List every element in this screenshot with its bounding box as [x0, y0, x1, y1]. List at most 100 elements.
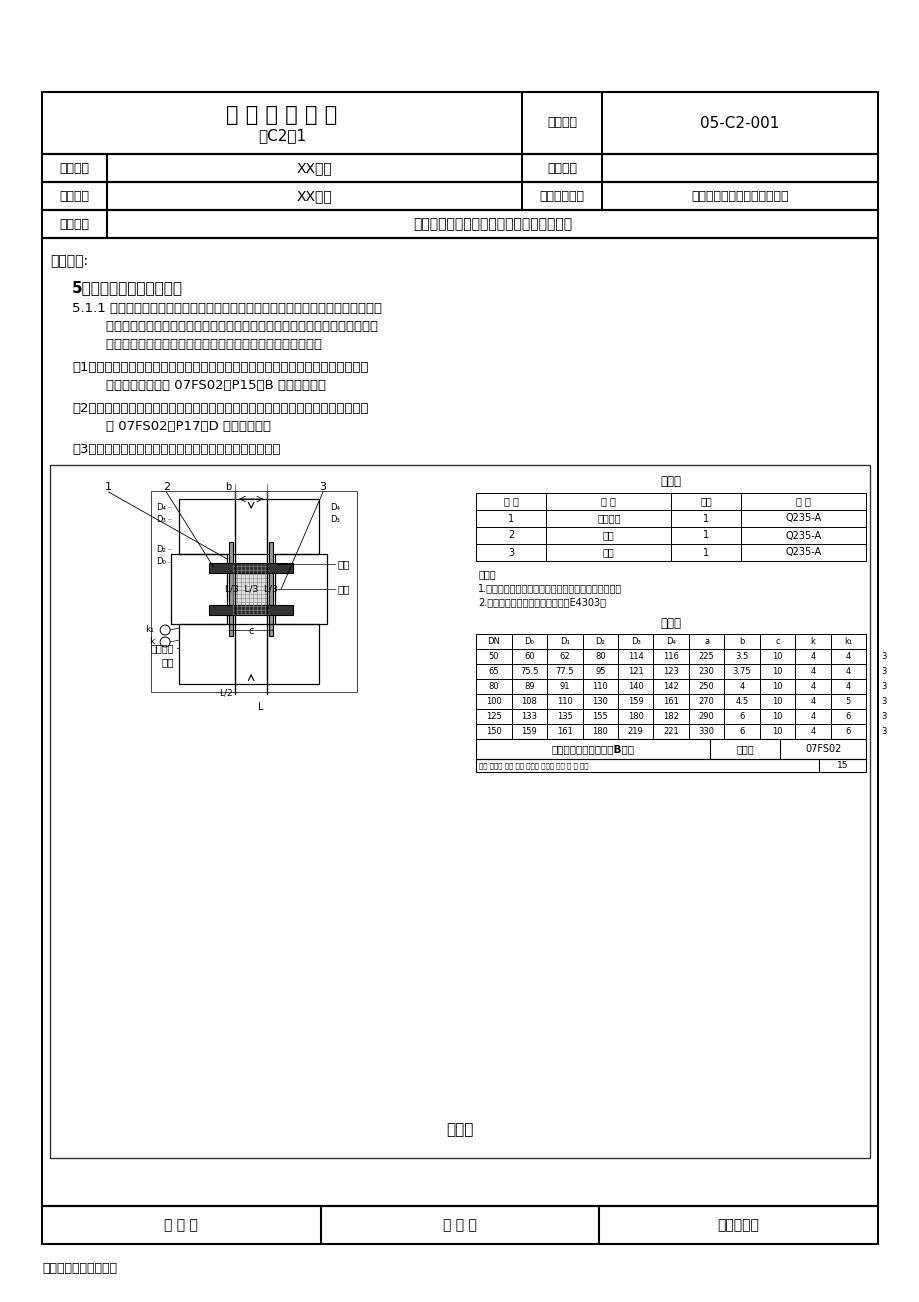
Text: 230: 230	[698, 667, 714, 676]
Text: 100: 100	[485, 697, 502, 706]
Text: 6: 6	[845, 712, 850, 721]
Text: 工程名称: 工程名称	[60, 161, 89, 174]
Text: 161: 161	[663, 697, 678, 706]
Text: 油麻: 油麻	[336, 559, 349, 569]
Text: 3.75: 3.75	[732, 667, 751, 676]
Text: 95: 95	[595, 667, 605, 676]
Text: 人防给排水（结构配合）工程: 人防给排水（结构配合）工程	[690, 190, 788, 203]
Text: 130: 130	[592, 697, 607, 706]
Text: 图示一: 图示一	[446, 1122, 473, 1138]
Text: 155: 155	[592, 712, 607, 721]
Text: D₁: D₁	[560, 637, 569, 646]
Text: 数量: 数量	[699, 496, 711, 506]
Bar	[42, 182, 877, 210]
Text: k: k	[810, 637, 814, 646]
Text: 施工单位: 施工单位	[60, 190, 89, 203]
Bar	[209, 562, 293, 573]
Bar	[476, 740, 865, 759]
Text: D₃: D₃	[330, 514, 339, 523]
Bar	[42, 238, 877, 1206]
Text: 10: 10	[771, 682, 782, 691]
Text: 5、套管加工要求及详图：: 5、套管加工要求及详图：	[72, 280, 183, 296]
Text: 4: 4	[810, 727, 814, 736]
Text: 91: 91	[559, 682, 570, 691]
Text: 10: 10	[771, 712, 782, 721]
Text: 编 号: 编 号	[504, 496, 518, 506]
Text: 2: 2	[507, 530, 514, 540]
Bar	[171, 553, 227, 624]
Text: 110: 110	[592, 682, 607, 691]
Text: 3: 3	[319, 482, 326, 492]
Text: 142: 142	[663, 682, 678, 691]
Text: 3: 3	[508, 548, 514, 557]
Text: XX项目: XX项目	[296, 161, 332, 174]
Text: 110: 110	[556, 697, 573, 706]
Text: 290: 290	[698, 712, 714, 721]
Text: 1: 1	[508, 513, 514, 523]
Bar	[476, 759, 865, 772]
Text: 图集号: 图集号	[735, 743, 754, 754]
Text: 3: 3	[880, 712, 885, 721]
Text: 05-C2-001: 05-C2-001	[699, 116, 778, 130]
Text: 钢制套管: 钢制套管	[596, 513, 620, 523]
Bar	[151, 491, 357, 691]
Text: 5.1.1 管道穿人防墙、板的防护密闭措施，要具有抗一定压力的冲击波作用及防止核: 5.1.1 管道穿人防墙、板的防护密闭措施，要具有抗一定压力的冲击波作用及防止核	[72, 302, 381, 315]
Text: 交底提要: 交底提要	[60, 217, 89, 230]
Text: 10: 10	[771, 697, 782, 706]
Text: 件之一的，在其穿墙（板）处设置刚性防水及防护密闭套管。: 件之一的，在其穿墙（板）处设置刚性防水及防护密闭套管。	[72, 339, 322, 352]
Text: 6: 6	[739, 727, 743, 736]
Text: k₁: k₁	[844, 637, 852, 646]
Text: 116: 116	[663, 652, 678, 661]
Text: 221: 221	[663, 727, 678, 736]
Text: 尺寸表: 尺寸表	[660, 617, 681, 630]
Bar	[42, 92, 877, 154]
Text: 钢管: 钢管	[336, 585, 349, 594]
Text: D₄: D₄	[156, 503, 166, 512]
Text: 4: 4	[810, 652, 814, 661]
Text: D₂: D₂	[156, 544, 166, 553]
Text: 4: 4	[810, 712, 814, 721]
Text: 技 术 交 底 记 录: 技 术 交 底 记 录	[226, 105, 337, 125]
Text: 标 07FS02（P17）D 型，图示二。: 标 07FS02（P17）D 型，图示二。	[72, 421, 271, 434]
Text: L: L	[258, 702, 264, 712]
Bar	[233, 564, 269, 615]
Bar	[269, 542, 273, 635]
Text: 1.钢管和挡圈焊接后经镀锌处理，再施行与套管安装。: 1.钢管和挡圈焊接后经镀锌处理，再施行与套管安装。	[478, 583, 622, 592]
Text: b: b	[739, 637, 743, 646]
Text: D₃: D₃	[630, 637, 640, 646]
Text: D₂: D₂	[595, 637, 605, 646]
Text: DN: DN	[487, 637, 500, 646]
Text: 15: 15	[836, 760, 847, 769]
Text: 资料编号: 资料编号	[547, 116, 576, 129]
Text: 114: 114	[627, 652, 643, 661]
Text: （1）穿越人防顶板、外墙、密闭隔墙及防护单元之间的防护密闭隔墙时设置防护密: （1）穿越人防顶板、外墙、密闭隔墙及防护单元之间的防护密闭隔墙时设置防护密	[72, 361, 369, 374]
Bar	[42, 210, 877, 238]
Text: 交底日期: 交底日期	[547, 161, 576, 174]
Text: 交底内容:: 交底内容:	[50, 254, 88, 268]
Bar	[50, 465, 869, 1157]
Text: 3.5: 3.5	[734, 652, 748, 661]
Text: 审核 审方限 沙低 校对 正相级 庄伟朋 设计 佐 泰 佐泼: 审核 审方限 沙低 校对 正相级 庄伟朋 设计 佐 泰 佐泼	[479, 762, 588, 768]
Text: 161: 161	[556, 727, 573, 736]
Text: 3: 3	[880, 697, 885, 706]
Text: 182: 182	[663, 712, 678, 721]
Text: 180: 180	[592, 727, 607, 736]
Text: 07FS02: 07FS02	[804, 743, 840, 754]
Text: a: a	[703, 637, 709, 646]
Text: 4: 4	[810, 682, 814, 691]
Bar	[42, 154, 877, 182]
Text: 3: 3	[880, 667, 885, 676]
Text: 生化战剂由穿管处渗入的能力，这样才不影响防空地下室的安全，符合下列条: 生化战剂由穿管处渗入的能力，这样才不影响防空地下室的安全，符合下列条	[72, 320, 378, 333]
Text: b: b	[225, 482, 231, 492]
Text: 3: 3	[880, 682, 885, 691]
Text: 3: 3	[880, 652, 885, 661]
Text: （2）穿越临空墙及人防与非人防之间的防护密闭隔墙时设置防护密闭套管，详见国: （2）穿越临空墙及人防与非人防之间的防护密闭隔墙时设置防护密闭套管，详见国	[72, 402, 369, 415]
Text: 名 称: 名 称	[601, 496, 616, 506]
Text: 121: 121	[627, 667, 643, 676]
Text: 1: 1	[702, 530, 709, 540]
Text: Q235-A: Q235-A	[785, 530, 821, 540]
Text: 3: 3	[880, 727, 885, 736]
Bar	[179, 499, 319, 553]
Text: 225: 225	[698, 652, 714, 661]
Text: 60: 60	[524, 652, 534, 661]
